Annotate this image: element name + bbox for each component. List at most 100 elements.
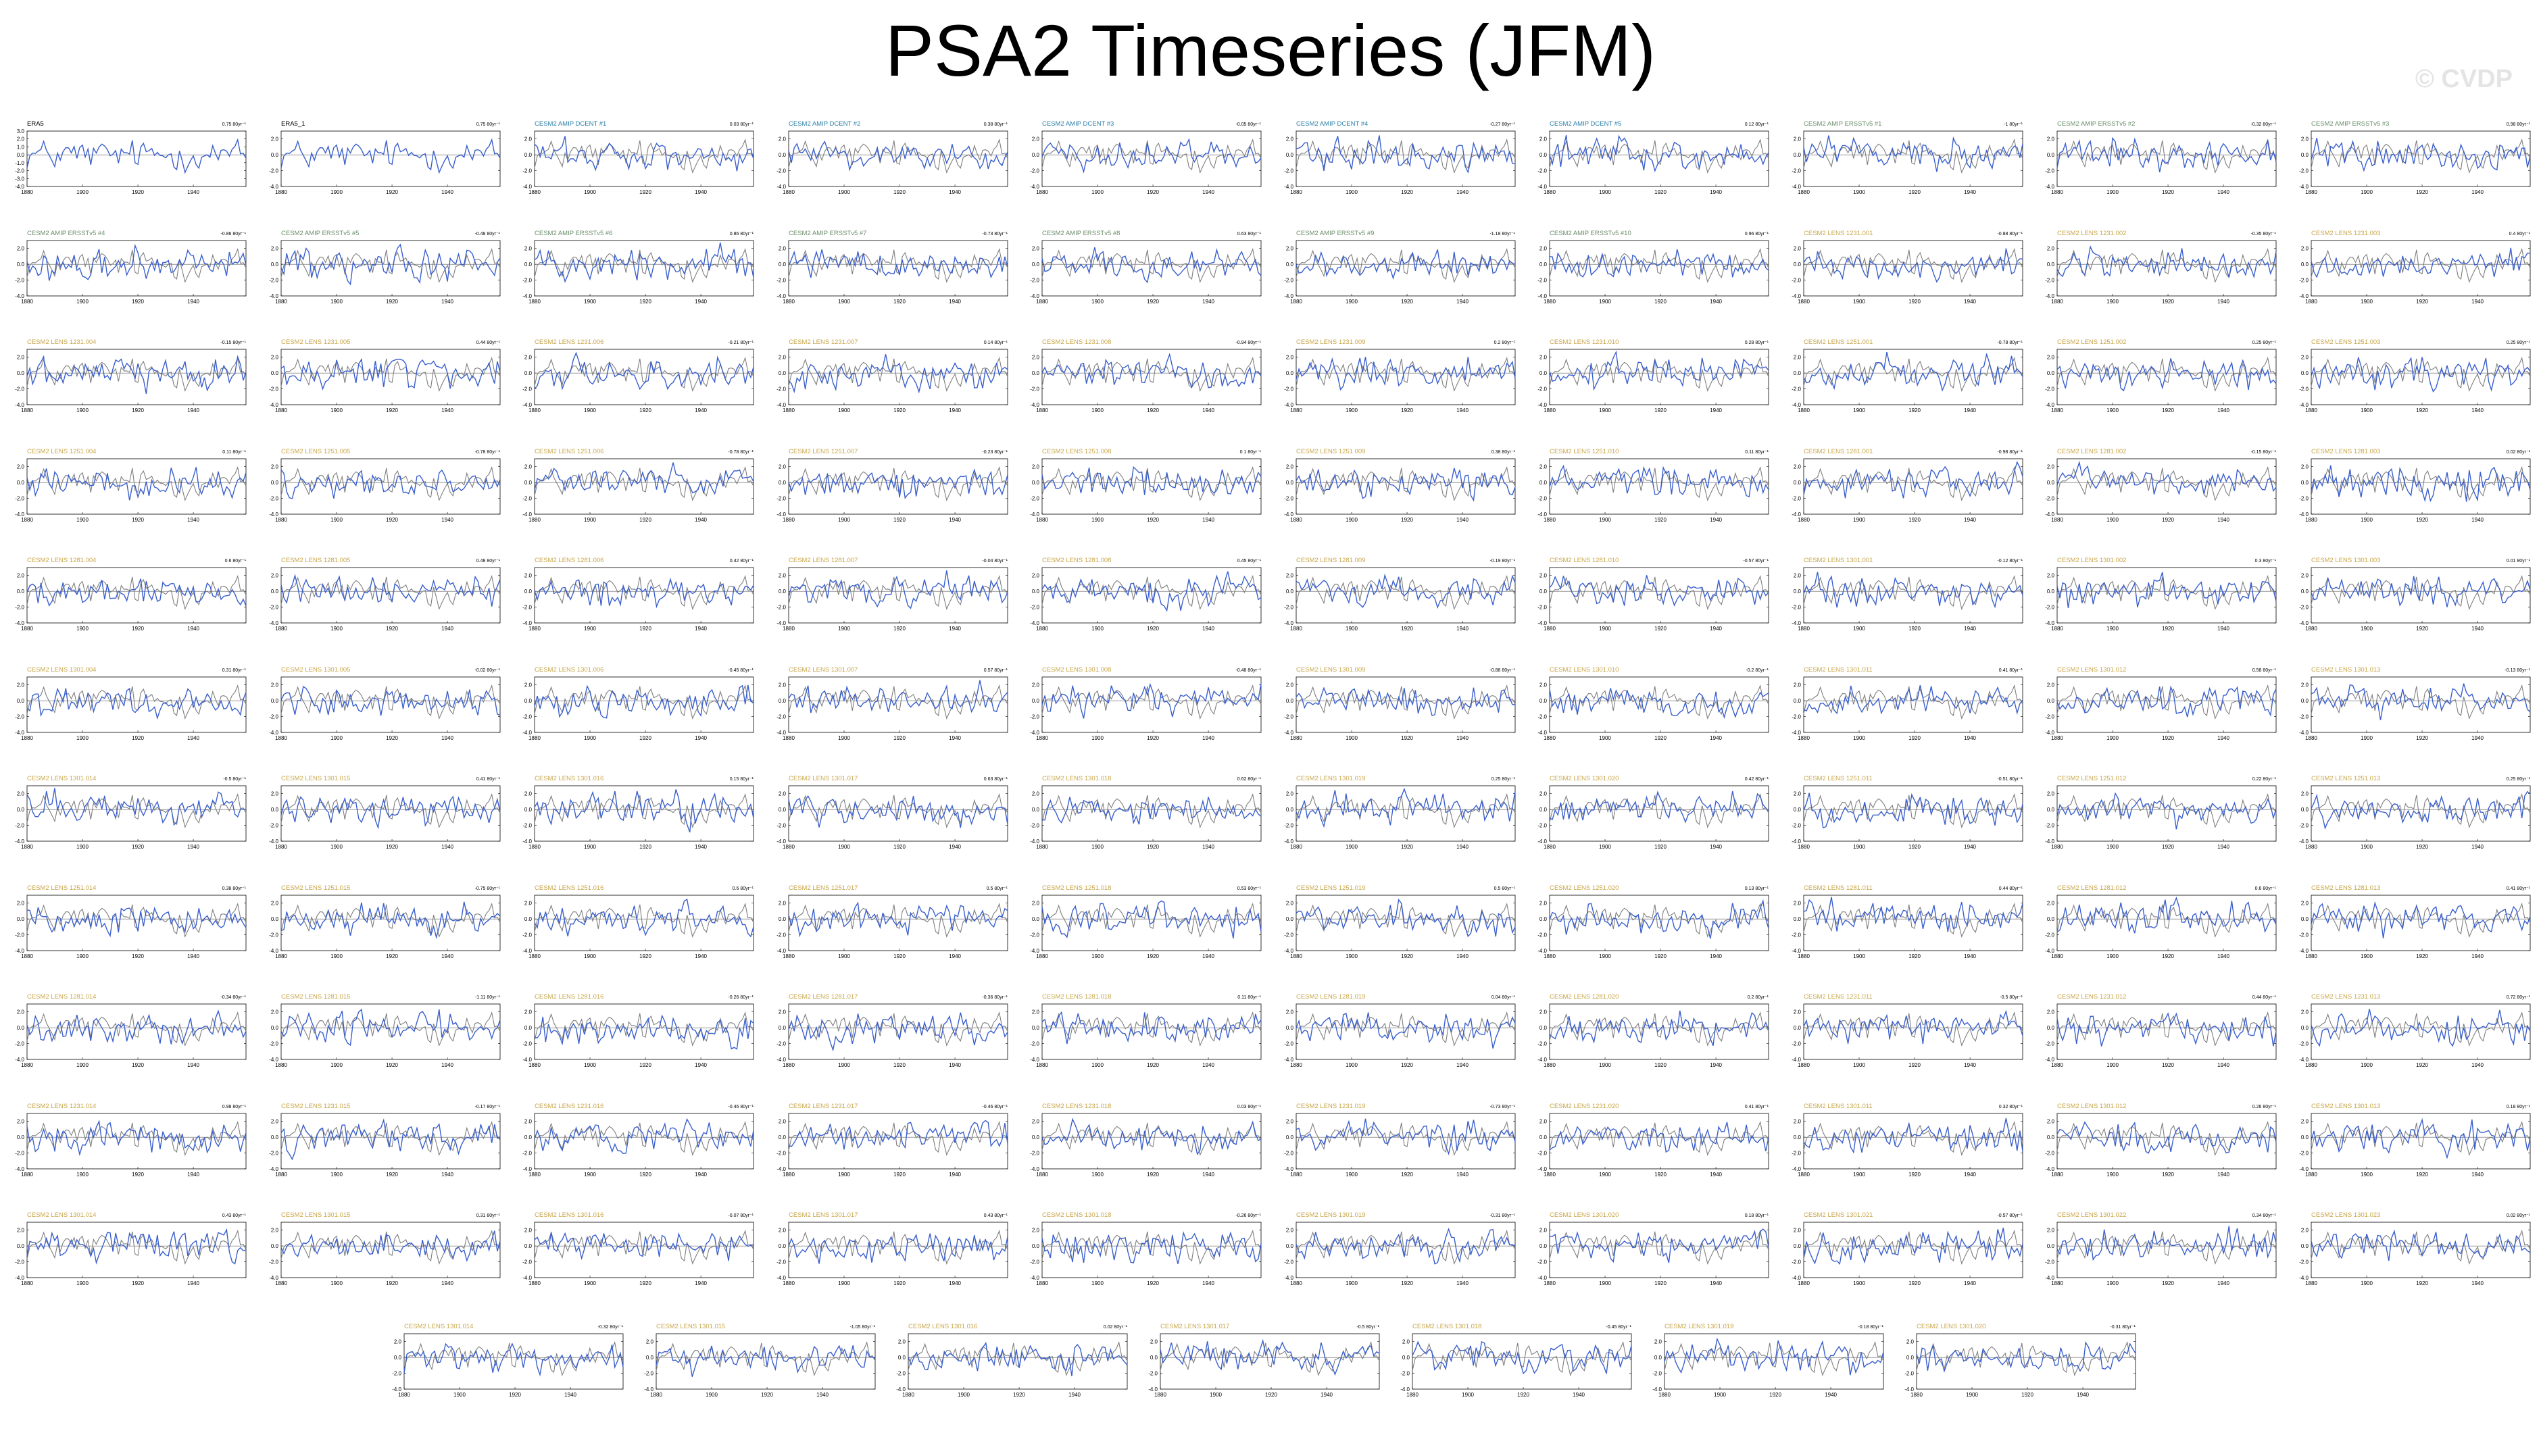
x-tick-label: 1900 [76, 407, 89, 413]
x-tick-label: 1900 [838, 626, 850, 632]
timeseries-panel: CESM2 LENS 1301.018 0.62 80yr⁻¹2.00.0-2.0… [1030, 775, 1261, 850]
x-tick-label: 1900 [1853, 407, 1865, 413]
panel-series-line [2056, 1226, 2277, 1261]
observed-series-line [1549, 793, 1769, 829]
observed-series-line [1041, 684, 1262, 720]
y-tick-label: 2.0 [1539, 463, 1548, 470]
x-tick-label: 1920 [1147, 1172, 1159, 1178]
y-tick-label: 2.0 [646, 1338, 654, 1345]
y-tick-label: 2.0 [2047, 245, 2055, 251]
y-tick-label: -4.0 [1030, 511, 1039, 518]
x-tick-label: 1940 [1710, 953, 1722, 959]
y-tick-label: -2.0 [1030, 1259, 1039, 1265]
y-tick-label: 0.0 [17, 152, 25, 158]
panel-frame [280, 567, 500, 624]
x-tick-label: 1940 [949, 517, 961, 523]
y-tick-label: -2.0 [2045, 495, 2054, 501]
panel-title: CESM2 LENS 1301.020 [1550, 775, 1619, 782]
observed-series-line [280, 902, 500, 938]
y-tick-label: 0.0 [17, 1243, 25, 1249]
x-tick-label: 1920 [1147, 189, 1159, 195]
observed-series-line [26, 247, 247, 283]
panel-trend-label: -0.45 80yr⁻¹ [1606, 1325, 1631, 1330]
panel-trend-label: 0.25 80yr⁻¹ [2252, 341, 2277, 345]
y-tick-label: 2.0 [1032, 900, 1040, 906]
y-tick-label: -4.0 [1537, 948, 1547, 954]
y-tick-label: -4.0 [1792, 948, 1801, 954]
panel-title: CESM2 AMIP DCENT #4 [1296, 120, 1368, 128]
panel-title: CESM2 LENS 1281.019 [1296, 993, 1365, 1001]
x-tick-label: 1880 [1544, 517, 1556, 523]
timeseries-panel: CESM2 LENS 1281.009 -0.19 80yr⁻¹2.00.0-2.… [1284, 557, 1515, 632]
x-tick-label: 1900 [2106, 1280, 2119, 1286]
y-tick-label: -2.0 [2045, 1259, 2054, 1265]
panel-title: CESM2 LENS 1251.001 [1804, 338, 1873, 346]
panel-frame [1803, 130, 2023, 187]
y-tick-label: 0.0 [1539, 261, 1548, 268]
x-tick-label: 1900 [1091, 299, 1104, 305]
y-tick-label: 0.0 [524, 261, 533, 268]
y-tick-label: -2.0 [644, 1370, 653, 1376]
panel-frame [26, 676, 247, 732]
y-tick-label: -2.0 [1537, 932, 1547, 938]
y-tick-label: -4.0 [1537, 511, 1547, 518]
panel-trend-label: -0.05 80yr⁻¹ [1235, 122, 1261, 127]
y-tick-label: -4.0 [1537, 1166, 1547, 1172]
x-tick-label: 1920 [639, 844, 651, 850]
y-tick-label: 2.0 [17, 463, 25, 470]
panel-series-line [2056, 1012, 2277, 1047]
x-tick-label: 1920 [1908, 1280, 1921, 1286]
x-tick-label: 1900 [584, 299, 596, 305]
panel-trend-label: 0.02 80yr⁻¹ [1104, 1325, 1128, 1330]
y-tick-label: -2.0 [1284, 1041, 1293, 1047]
panel-trend-label: 0.98 80yr⁻¹ [2506, 122, 2530, 127]
panel-series-line [534, 684, 754, 718]
cvdp-watermark: © CVDP [2415, 65, 2513, 93]
panel-series-line [1549, 790, 1769, 824]
panel-series-line [1041, 1117, 1262, 1155]
observed-series-line [908, 1340, 1128, 1376]
x-tick-label: 1900 [1210, 1392, 1222, 1398]
y-tick-label: 0.0 [524, 698, 533, 704]
panel-title: CESM2 LENS 1281.008 [1042, 557, 1111, 564]
x-tick-label: 1940 [1202, 1172, 1214, 1178]
y-tick-label: -2.0 [1792, 277, 1801, 283]
y-tick-label: -4.0 [15, 1166, 24, 1172]
panel-title: CESM2 LENS 1301.006 [535, 666, 603, 674]
panel-title: CESM2 LENS 1231.014 [27, 1103, 96, 1110]
x-tick-label: 1920 [1654, 517, 1667, 523]
x-tick-label: 1880 [398, 1392, 410, 1398]
panel-frame [2056, 676, 2277, 732]
y-tick-label: 2.0 [1906, 1338, 1915, 1345]
y-tick-label: -2.0 [15, 168, 24, 174]
y-tick-label: 2.0 [1539, 900, 1548, 906]
panel-series-line [2056, 1120, 2277, 1154]
x-tick-label: 1880 [2051, 517, 2063, 523]
y-tick-label: 0.0 [524, 480, 533, 486]
y-tick-label: -2.0 [522, 823, 532, 829]
panel-series-line [1916, 1340, 2136, 1373]
y-tick-label: 2.0 [1032, 463, 1040, 470]
y-tick-label: 2.0 [1032, 1009, 1040, 1015]
observed-series-line [1802, 247, 2023, 283]
x-tick-label: 1920 [639, 1280, 651, 1286]
panel-series-line [1041, 138, 1262, 174]
x-tick-label: 1920 [893, 189, 906, 195]
panel-title: CESM2 LENS 1231.015 [281, 1103, 350, 1110]
panel-trend-label: 0.6 80yr⁻¹ [2255, 886, 2277, 891]
x-tick-label: 1880 [1290, 844, 1302, 850]
x-tick-label: 1940 [1710, 844, 1722, 850]
x-tick-label: 1940 [1456, 299, 1469, 305]
y-tick-label: -2.0 [2045, 823, 2054, 829]
y-tick-label: -2.0 [522, 1259, 532, 1265]
x-tick-label: 1940 [816, 1392, 829, 1398]
x-tick-label: 1920 [1147, 844, 1159, 850]
panel-trend-label: -0.78 80yr⁻¹ [1997, 341, 2023, 345]
x-tick-label: 1880 [528, 189, 541, 195]
x-tick-label: 1920 [893, 1280, 906, 1286]
y-tick-label: 2.0 [1793, 1009, 1801, 1015]
x-tick-label: 1880 [275, 1172, 287, 1178]
timeseries-panel: CESM2 LENS 1301.013 -0.13 80yr⁻¹2.00.0-2.… [2299, 666, 2530, 741]
observed-series-line [534, 1120, 754, 1156]
observed-series-line [1802, 793, 2023, 829]
